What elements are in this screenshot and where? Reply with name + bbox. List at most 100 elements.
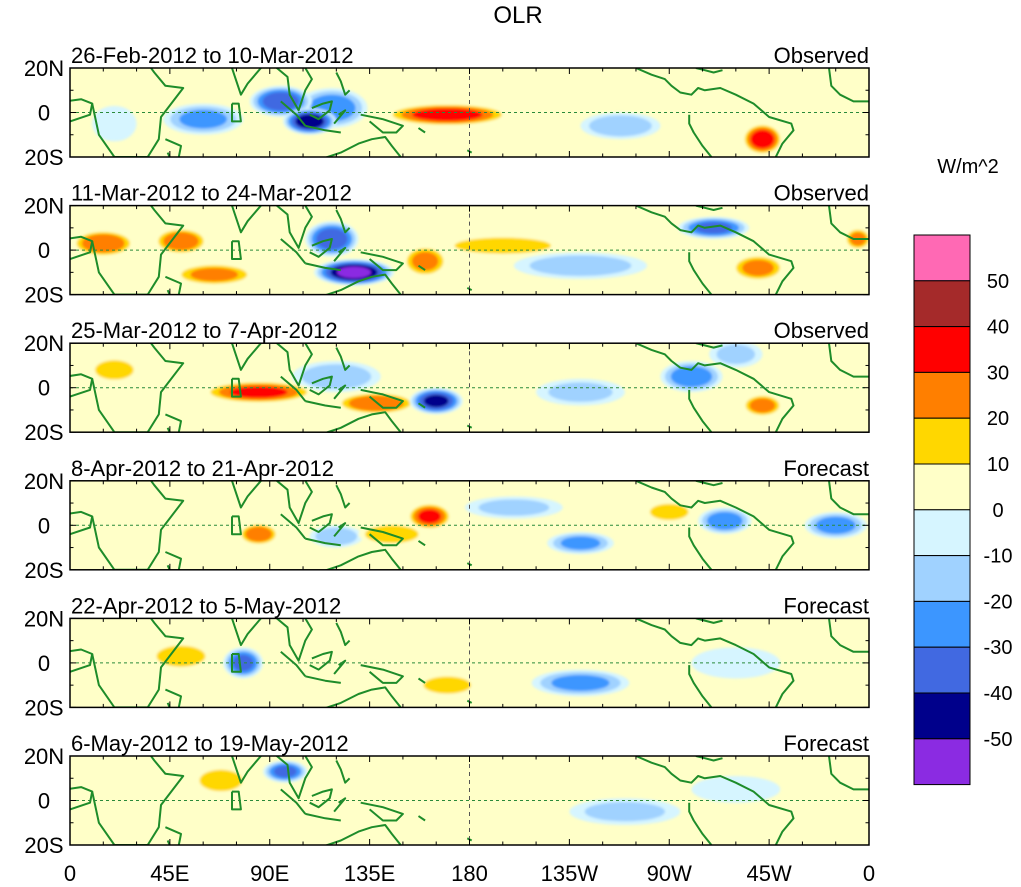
anomaly-blob (742, 123, 783, 155)
anomaly-blob (409, 387, 463, 415)
anomaly-blob (678, 216, 750, 239)
coastline (305, 537, 341, 547)
colorbar-label: -10 (984, 546, 1013, 568)
coastline (231, 756, 262, 784)
coastline (335, 72, 351, 96)
coastline (231, 240, 242, 260)
x-tick-label: 135W (541, 861, 599, 886)
colorbar-swatch (913, 280, 971, 328)
y-tick-label: 20S (24, 283, 63, 308)
coastlines (70, 68, 869, 157)
coastline (231, 515, 242, 536)
colorbar-label: 30 (987, 362, 1009, 384)
panel-6: 20N 0 20S 6-May-2012 to 19-May-2012 Forecast (24, 731, 870, 858)
y-tick-label: 20N (24, 606, 64, 631)
x-tick-label: 45E (150, 861, 189, 886)
colorbar-swatch (913, 417, 971, 465)
coastline (165, 826, 182, 845)
colorbar-label: -20 (984, 591, 1013, 613)
anomaly-blob (547, 531, 614, 555)
anomaly-blob (513, 252, 648, 280)
colorbar-units: W/m^2 (937, 156, 999, 178)
coastline (360, 801, 404, 822)
coastline (417, 127, 426, 134)
anomaly-blob (92, 105, 137, 142)
coastline (91, 618, 185, 708)
y-tick-label: 0 (38, 651, 50, 676)
panel-1: 20N 0 20S 26-Feb-2012 to 10-Mar-2012 Observe… (24, 43, 870, 170)
anomaly-blob (536, 378, 625, 406)
x-tick-label: 180 (451, 861, 488, 886)
coastline (695, 480, 723, 487)
coastline (635, 343, 795, 433)
coastline (166, 702, 171, 708)
anomaly-blob (691, 647, 781, 679)
panel-period: 6-May-2012 to 19-May-2012 (71, 731, 349, 756)
coastline (333, 384, 347, 400)
coastline (280, 788, 307, 815)
anomaly-blob (642, 500, 696, 524)
anomaly-blob (775, 90, 830, 117)
y-tick-label: 0 (38, 513, 50, 538)
coastline (688, 802, 713, 845)
coastline (333, 797, 347, 813)
coastline (635, 756, 795, 845)
coastline (335, 347, 351, 371)
coastline (309, 100, 333, 121)
panel-3: 20N 0 20S 25-Mar-2012 to 7-Apr-2012 Observed (24, 318, 870, 445)
panel-kind: Observed (774, 43, 869, 68)
colorbar-label: -30 (984, 637, 1013, 659)
coastline (166, 840, 171, 845)
anomaly-blob (103, 523, 170, 550)
olr-field (70, 480, 869, 570)
panels-group: 20N 0 20S 26-Feb-2012 to 10-Mar-2012 Observe… (24, 43, 870, 858)
coastline (417, 540, 426, 547)
anomaly-blob (569, 798, 681, 825)
panel-period: 11-Mar-2012 to 24-Mar-2012 (71, 181, 352, 206)
coastline (635, 68, 795, 157)
coastlines (70, 756, 869, 845)
coastline (828, 480, 869, 516)
panel-kind: Observed (774, 181, 869, 206)
panel-period: 26-Feb-2012 to 10-Mar-2012 (71, 43, 354, 68)
coastline (828, 68, 869, 103)
coastline (166, 289, 171, 295)
anomaly-blob (72, 230, 135, 257)
coastline (280, 513, 307, 540)
anomaly-blob (480, 771, 592, 794)
anomaly-blob (804, 511, 867, 539)
coastline (166, 152, 171, 157)
colorbar-swatch (913, 555, 971, 602)
coastline (635, 480, 795, 570)
coastlines (70, 618, 869, 708)
coastline (695, 343, 723, 349)
colorbar-swatch (913, 509, 971, 557)
coastline (335, 622, 351, 647)
anomaly-blob (223, 647, 264, 679)
coastline (165, 551, 182, 570)
colorbar-label: 10 (987, 454, 1009, 476)
coastline (91, 343, 185, 433)
coastline (324, 548, 402, 570)
panel-kind: Forecast (783, 456, 869, 481)
x-tick-label: 45W (747, 861, 792, 886)
coastline (695, 618, 723, 624)
panel-kind: Forecast (783, 731, 869, 756)
anomaly-blob (194, 767, 248, 794)
x-tick-label: 90W (647, 861, 692, 886)
coastline (335, 209, 351, 234)
anomaly-blob (731, 254, 785, 282)
colorbar-label: 40 (987, 317, 1009, 339)
anomaly-blob (402, 245, 448, 277)
coastline (280, 100, 307, 127)
anomaly-blob (238, 523, 279, 546)
anomaly-blob (291, 361, 381, 393)
coastline (360, 526, 404, 547)
coastline (688, 252, 713, 295)
y-tick-label: 20S (24, 145, 63, 170)
colorbar-label: -40 (984, 683, 1013, 705)
coastline (695, 205, 723, 211)
colorbar-swatch (913, 234, 971, 282)
coastline (333, 659, 347, 675)
coastline (275, 205, 313, 249)
